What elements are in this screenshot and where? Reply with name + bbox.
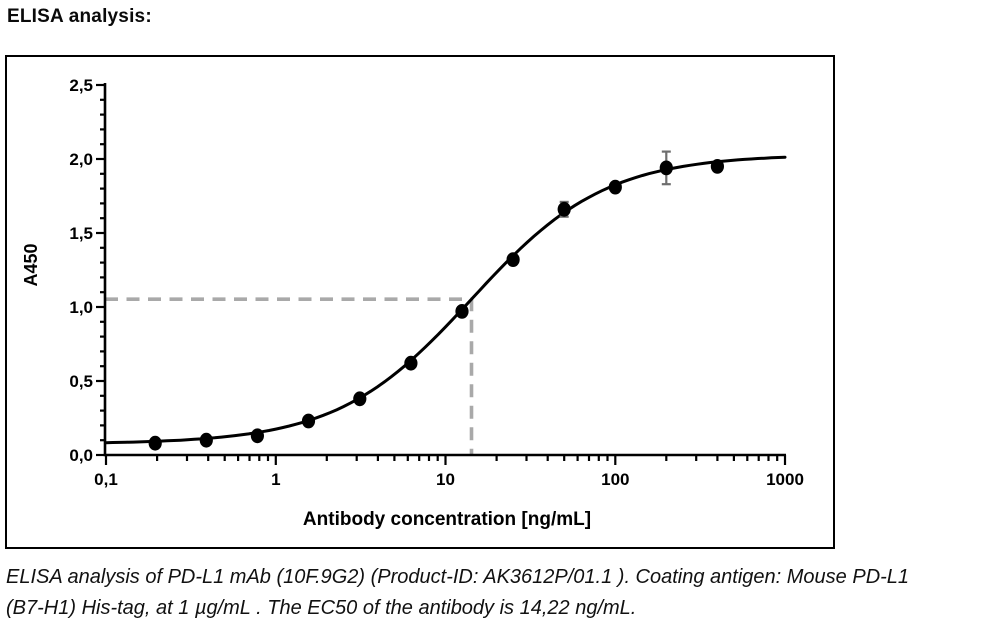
chart-axes-layer: 0,0 0,5 1,0 1,5 2,0 2,5 0,1 1 10 100 1000 bbox=[69, 76, 804, 489]
y-tick-label: 2,0 bbox=[69, 150, 93, 169]
y-tick-label: 2,5 bbox=[69, 76, 93, 95]
x-tick-label: 100 bbox=[601, 470, 629, 489]
chart-data-layer bbox=[104, 150, 787, 451]
data-point bbox=[404, 355, 418, 371]
y-axis-title: A450 bbox=[21, 243, 41, 286]
figure-caption: ELISA analysis of PD-L1 mAb (10F.9G2) (P… bbox=[6, 562, 1000, 624]
data-point bbox=[659, 160, 673, 176]
data-point bbox=[455, 304, 469, 319]
x-tick-label: 0,1 bbox=[94, 470, 118, 489]
elisa-chart-frame: 0,0 0,5 1,0 1,5 2,0 2,5 0,1 1 10 100 1000 Antibody… bbox=[5, 55, 835, 549]
data-point bbox=[608, 179, 622, 195]
data-point bbox=[710, 159, 725, 174]
caption-line-2: (B7-H1) His-tag, at 1 µg/mL . The EC50 o… bbox=[6, 597, 637, 619]
x-tick-label: 1000 bbox=[766, 470, 804, 489]
chart-plot-area: 0,0 0,5 1,0 1,5 2,0 2,5 0,1 1 10 100 1000 Antibody… bbox=[21, 76, 804, 530]
page-title: ELISA analysis: bbox=[7, 6, 152, 27]
chart-crosshair-layer bbox=[105, 297, 474, 455]
ec50-crosshair bbox=[105, 297, 474, 455]
y-tick-label: 1,0 bbox=[69, 298, 93, 317]
data-point bbox=[148, 435, 162, 451]
data-point bbox=[301, 413, 316, 429]
data-point bbox=[250, 428, 264, 444]
y-tick-label: 1,5 bbox=[69, 224, 93, 243]
data-point bbox=[506, 252, 520, 267]
y-tick-label: 0,0 bbox=[69, 446, 93, 465]
data-point bbox=[199, 432, 213, 448]
y-tick-label: 0,5 bbox=[69, 372, 93, 391]
x-tick-label: 10 bbox=[436, 470, 455, 489]
data-point bbox=[557, 201, 571, 217]
x-tick-label: 1 bbox=[271, 470, 280, 489]
caption-line-1: ELISA analysis of PD-L1 mAb (10F.9G2) (P… bbox=[6, 566, 910, 588]
data-point bbox=[353, 391, 367, 407]
x-axis-title: Antibody concentration [ng/mL] bbox=[303, 509, 591, 530]
fit-curve bbox=[104, 155, 787, 445]
